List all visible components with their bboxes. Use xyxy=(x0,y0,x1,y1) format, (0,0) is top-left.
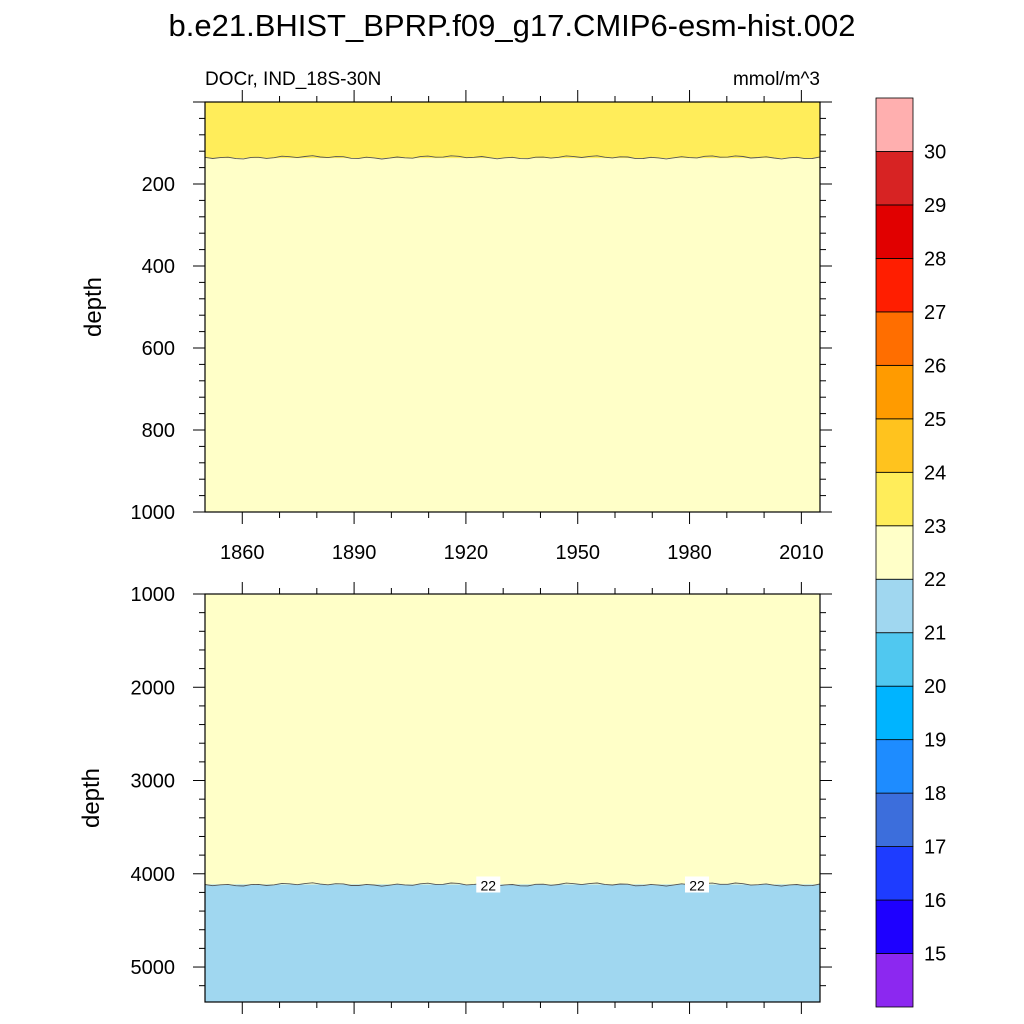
colorbar-box-7 xyxy=(875,578,914,634)
lower-plot-area: 22 22 1000 2000 3000 4000 5000 xyxy=(131,582,832,1014)
colorbar-label-4: 19 xyxy=(924,730,946,752)
colorbar-box-3 xyxy=(875,792,914,847)
colorbar-label-7: 22 xyxy=(924,569,946,591)
upper-y-tick-label-3: 800 xyxy=(142,420,175,442)
lower-contour-label-0: 22 xyxy=(480,877,496,893)
colorbar-box-15 xyxy=(875,151,914,206)
colorbar-box-6 xyxy=(875,632,914,687)
upper-x-tick-label-5: 2010 xyxy=(779,542,824,564)
lower-fill-region-0 xyxy=(205,594,820,885)
colorbar-box-11 xyxy=(875,364,914,420)
colorbar: 15 16 17 18 19 20 21 22 23 24 25 26 27 28 29 30 xyxy=(875,97,946,1008)
colorbar-box-4 xyxy=(875,739,914,794)
colorbar-box-13 xyxy=(875,258,914,313)
upper-x-tick-label-4: 1980 xyxy=(667,542,712,564)
upper-x-tick-label-1: 1890 xyxy=(332,542,377,564)
lower-y-axis-title: depth xyxy=(78,768,105,828)
colorbar-label-14: 29 xyxy=(924,195,946,217)
lower-y-tick-label-2: 3000 xyxy=(131,771,176,793)
colorbar-label-11: 26 xyxy=(924,355,946,377)
upper-x-tick-label-3: 1950 xyxy=(555,542,600,564)
lower-y-tick-label-1: 2000 xyxy=(131,677,176,699)
colorbar-box-10 xyxy=(875,418,914,473)
colorbar-box-5 xyxy=(875,685,914,741)
upper-y-axis-title: depth xyxy=(80,277,107,337)
upper-x-tick-label-2: 1920 xyxy=(444,542,489,564)
lower-contour-label-1: 22 xyxy=(689,877,705,893)
upper-y-tick-label-4: 1000 xyxy=(131,502,176,524)
lower-contour-label-bg-1 xyxy=(685,876,709,893)
upper-fill-region-1 xyxy=(205,102,820,159)
upper-y-tick-label-1: 400 xyxy=(142,256,175,278)
lower-y-tick-label-4: 5000 xyxy=(131,957,176,979)
upper-contour-line-0 xyxy=(204,155,821,160)
colorbar-label-12: 27 xyxy=(924,302,946,324)
colorbar-label-0: 15 xyxy=(924,944,946,966)
colorbar-box-14 xyxy=(875,204,914,259)
colorbar-label-2: 17 xyxy=(924,837,946,859)
lower-fill-region-1 xyxy=(205,884,820,1002)
colorbar-box-9 xyxy=(875,471,914,527)
upper-y-tick-label-2: 600 xyxy=(142,338,175,360)
figure-title: b.e21.BHIST_BPRP.f09_g17.CMIP6-esm-hist.… xyxy=(169,8,856,43)
colorbar-label-15: 30 xyxy=(924,141,946,163)
lower-y-tick-label-0: 1000 xyxy=(131,584,176,606)
colorbar-box-8 xyxy=(875,525,914,580)
lower-contour-label-bg-0 xyxy=(476,876,501,893)
colorbar-label-5: 20 xyxy=(924,676,946,698)
lower-contour-line-0 xyxy=(204,882,821,887)
colorbar-label-13: 28 xyxy=(924,248,946,270)
upper-left-label: DOCr, IND_18S-30N xyxy=(205,69,381,90)
colorbar-label-6: 21 xyxy=(924,623,946,645)
colorbar-box-1 xyxy=(875,899,914,954)
upper-y-tick-label-0: 200 xyxy=(142,174,175,196)
upper-units-label: mmol/m^3 xyxy=(733,69,820,90)
colorbar-label-9: 24 xyxy=(924,462,946,484)
colorbar-label-8: 23 xyxy=(924,516,946,538)
colorbar-label-10: 25 xyxy=(924,409,946,431)
upper-fill-region-0 xyxy=(205,158,820,513)
upper-plot-area: 200 400 600 800 1000 1860 1890 1920 1950 1980 2010 xyxy=(131,90,832,564)
lower-plot-frame xyxy=(204,593,821,1003)
upper-plot-frame xyxy=(204,101,821,513)
colorbar-box-16 xyxy=(875,97,914,152)
lower-y-tick-label-3: 4000 xyxy=(131,864,176,886)
colorbar-box-0 xyxy=(875,953,914,1008)
colorbar-box-2 xyxy=(875,846,914,901)
upper-x-tick-label-0: 1860 xyxy=(220,542,265,564)
colorbar-label-1: 16 xyxy=(924,890,946,912)
colorbar-box-12 xyxy=(875,311,914,366)
colorbar-label-3: 18 xyxy=(924,783,946,805)
